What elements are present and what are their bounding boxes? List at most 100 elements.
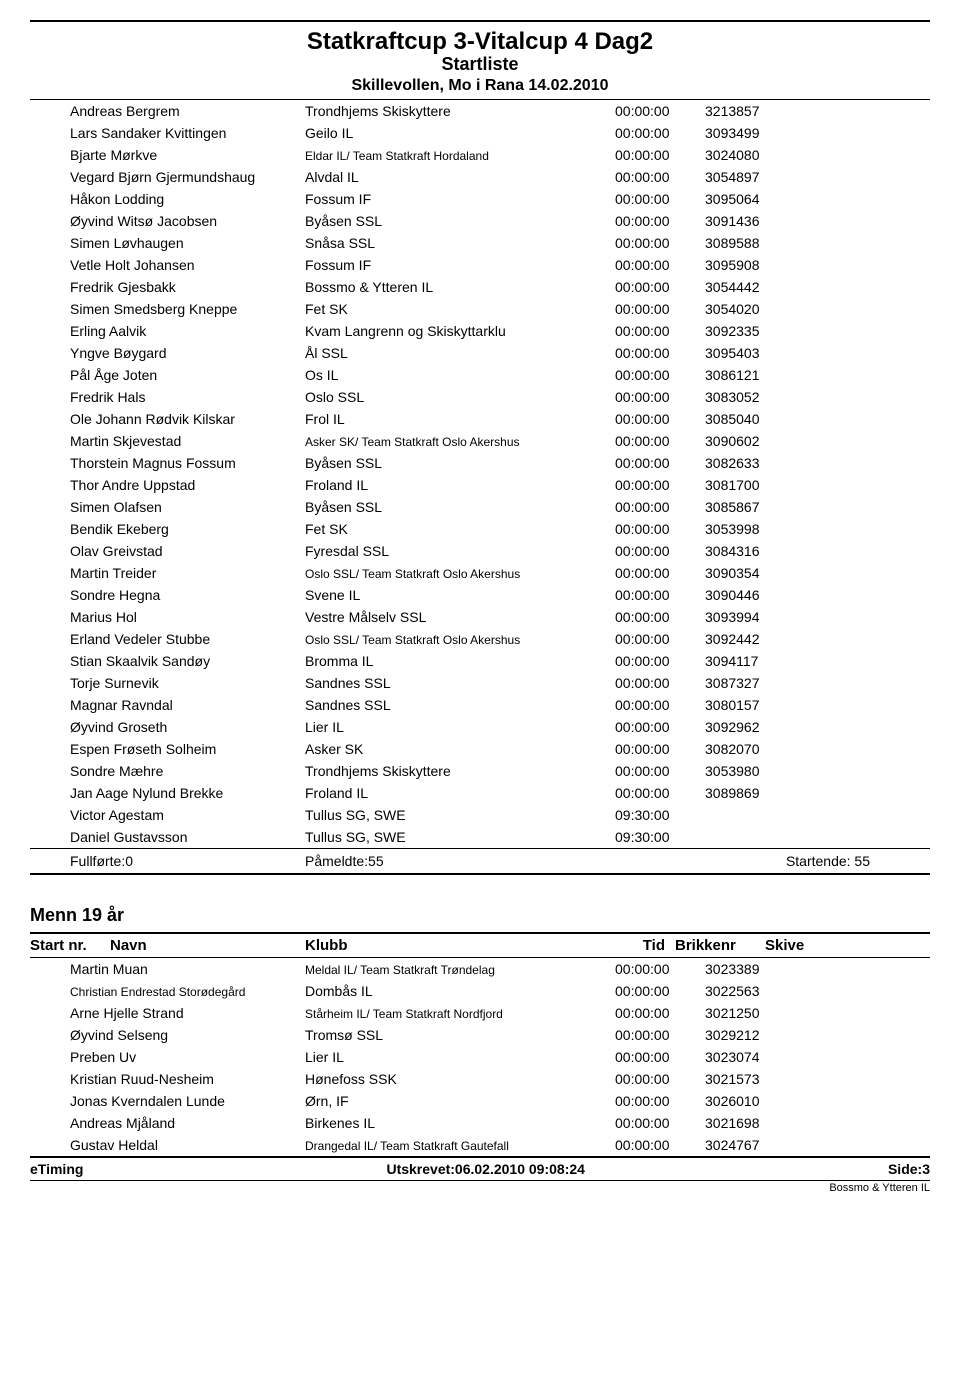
table-row: Sondre HegnaSvene IL00:00:003090446 bbox=[30, 584, 930, 606]
cell-name: Håkon Lodding bbox=[70, 191, 305, 207]
cell-brikkenr: 3089588 bbox=[705, 235, 805, 251]
cell-name: Bjarte Mørkve bbox=[70, 147, 305, 163]
cell-brikkenr: 3024767 bbox=[705, 1137, 805, 1153]
cell-name: Vegard Bjørn Gjermundshaug bbox=[70, 169, 305, 185]
table-row: Espen Frøseth SolheimAsker SK00:00:00308… bbox=[30, 738, 930, 760]
cell-brikkenr: 3090602 bbox=[705, 433, 805, 449]
cell-brikkenr: 3053998 bbox=[705, 521, 805, 537]
cell-name: Marius Hol bbox=[70, 609, 305, 625]
cell-name: Fredrik Hals bbox=[70, 389, 305, 405]
cell-club: Byåsen SSL bbox=[305, 499, 615, 515]
table-row: Torje SurnevikSandnes SSL00:00:003087327 bbox=[30, 672, 930, 694]
footer-right: Side:3 bbox=[888, 1161, 930, 1177]
cell-name: Vetle Holt Johansen bbox=[70, 257, 305, 273]
cell-brikkenr: 3092335 bbox=[705, 323, 805, 339]
cell-brikkenr: 3085867 bbox=[705, 499, 805, 515]
cell-name: Espen Frøseth Solheim bbox=[70, 741, 305, 757]
table-row: Christian Endrestad StorødegårdDombås IL… bbox=[30, 980, 930, 1002]
cell-time: 00:00:00 bbox=[615, 521, 705, 537]
cell-name: Øyvind Witsø Jacobsen bbox=[70, 213, 305, 229]
table-row: Øyvind GrosethLier IL00:00:003092962 bbox=[30, 716, 930, 738]
cell-name: Sondre Mæhre bbox=[70, 763, 305, 779]
cell-brikkenr: 3090446 bbox=[705, 587, 805, 603]
cell-brikkenr: 3023389 bbox=[705, 961, 805, 977]
cell-brikkenr: 3091436 bbox=[705, 213, 805, 229]
cell-club: Trondhjems Skiskyttere bbox=[305, 763, 615, 779]
cell-time: 00:00:00 bbox=[615, 455, 705, 471]
cell-time: 00:00:00 bbox=[615, 477, 705, 493]
footer-center: Utskrevet:06.02.2010 09:08:24 bbox=[386, 1161, 584, 1177]
page-title: Statkraftcup 3-Vitalcup 4 Dag2 bbox=[30, 28, 930, 56]
cell-time: 00:00:00 bbox=[615, 1005, 705, 1021]
table-row: Simen Smedsberg KneppeFet SK00:00:003054… bbox=[30, 298, 930, 320]
cell-name: Ole Johann Rødvik Kilskar bbox=[70, 411, 305, 427]
cell-club: Sandnes SSL bbox=[305, 697, 615, 713]
cell-brikkenr: 3021573 bbox=[705, 1071, 805, 1087]
cell-club: Fossum IF bbox=[305, 191, 615, 207]
cell-brikkenr: 3093994 bbox=[705, 609, 805, 625]
cell-time: 00:00:00 bbox=[615, 147, 705, 163]
cell-name: Jonas Kverndalen Lunde bbox=[70, 1093, 305, 1109]
page-location: Skillevollen, Mo i Rana 14.02.2010 bbox=[30, 77, 930, 95]
cell-time: 00:00:00 bbox=[615, 323, 705, 339]
table-row: Øyvind Witsø JacobsenByåsen SSL00:00:003… bbox=[30, 210, 930, 232]
cell-time: 00:00:00 bbox=[615, 785, 705, 801]
cell-time: 00:00:00 bbox=[615, 499, 705, 515]
col-header-navn: Navn bbox=[110, 937, 305, 954]
cell-brikkenr: 3023074 bbox=[705, 1049, 805, 1065]
cell-name: Øyvind Selseng bbox=[70, 1027, 305, 1043]
cell-brikkenr: 3021250 bbox=[705, 1005, 805, 1021]
cell-club: Ørn, IF bbox=[305, 1093, 615, 1109]
cell-club: Drangedal IL/ Team Statkraft Gautefall bbox=[305, 1139, 615, 1153]
col-header-tid: Tid bbox=[615, 937, 665, 954]
cell-club: Dombås IL bbox=[305, 983, 615, 999]
cell-name: Kristian Ruud-Nesheim bbox=[70, 1071, 305, 1087]
summary-startende: Startende: 55 bbox=[615, 853, 930, 869]
cell-time: 00:00:00 bbox=[615, 125, 705, 141]
cell-name: Øyvind Groseth bbox=[70, 719, 305, 735]
cell-club: Eldar IL/ Team Statkraft Hordaland bbox=[305, 149, 615, 163]
table-row: Arne Hjelle StrandStårheim IL/ Team Stat… bbox=[30, 1002, 930, 1024]
cell-time: 00:00:00 bbox=[615, 741, 705, 757]
cell-club: Kvam Langrenn og Skiskyttarklu bbox=[305, 323, 615, 339]
cell-club: Trondhjems Skiskyttere bbox=[305, 103, 615, 119]
cell-name: Magnar Ravndal bbox=[70, 697, 305, 713]
cell-brikkenr: 3095064 bbox=[705, 191, 805, 207]
table-row: Andreas BergremTrondhjems Skiskyttere00:… bbox=[30, 100, 930, 122]
table-row: Victor AgestamTullus SG, SWE09:30:00 bbox=[30, 804, 930, 826]
cell-name: Victor Agestam bbox=[70, 807, 305, 823]
cell-name: Christian Endrestad Storødegård bbox=[70, 985, 305, 999]
col-header-brikkenr: Brikkenr bbox=[665, 937, 765, 954]
cell-brikkenr: 3083052 bbox=[705, 389, 805, 405]
cell-club: Alvdal IL bbox=[305, 169, 615, 185]
cell-brikkenr: 3092442 bbox=[705, 631, 805, 647]
cell-club: Svene IL bbox=[305, 587, 615, 603]
cell-name: Simen Løvhaugen bbox=[70, 235, 305, 251]
cell-club: Ål SSL bbox=[305, 345, 615, 361]
cell-club: Oslo SSL bbox=[305, 389, 615, 405]
cell-club: Byåsen SSL bbox=[305, 455, 615, 471]
category-header-row: Start nr. Navn Klubb Tid Brikkenr Skive bbox=[30, 934, 930, 957]
cell-time: 00:00:00 bbox=[615, 609, 705, 625]
cell-club: Hønefoss SSK bbox=[305, 1071, 615, 1087]
table-row: Martin TreiderOslo SSL/ Team Statkraft O… bbox=[30, 562, 930, 584]
cell-brikkenr: 3087327 bbox=[705, 675, 805, 691]
cell-time: 00:00:00 bbox=[615, 763, 705, 779]
table-row: Bendik EkebergFet SK00:00:003053998 bbox=[30, 518, 930, 540]
cell-time: 00:00:00 bbox=[615, 719, 705, 735]
table-row: Håkon LoddingFossum IF00:00:003095064 bbox=[30, 188, 930, 210]
cell-club: Vestre Målselv SSL bbox=[305, 609, 615, 625]
cell-time: 00:00:00 bbox=[615, 103, 705, 119]
table-row: Olav GreivstadFyresdal SSL00:00:00308431… bbox=[30, 540, 930, 562]
cell-name: Stian Skaalvik Sandøy bbox=[70, 653, 305, 669]
table-row: Jonas Kverndalen LundeØrn, IF00:00:00302… bbox=[30, 1090, 930, 1112]
cell-name: Lars Sandaker Kvittingen bbox=[70, 125, 305, 141]
cell-club: Geilo IL bbox=[305, 125, 615, 141]
cell-club: Bossmo & Ytteren IL bbox=[305, 279, 615, 295]
cell-name: Pål Åge Joten bbox=[70, 367, 305, 383]
cell-name: Olav Greivstad bbox=[70, 543, 305, 559]
cell-brikkenr: 3026010 bbox=[705, 1093, 805, 1109]
cell-club: Fet SK bbox=[305, 301, 615, 317]
cell-time: 00:00:00 bbox=[615, 1049, 705, 1065]
table-row: Kristian Ruud-NesheimHønefoss SSK00:00:0… bbox=[30, 1068, 930, 1090]
